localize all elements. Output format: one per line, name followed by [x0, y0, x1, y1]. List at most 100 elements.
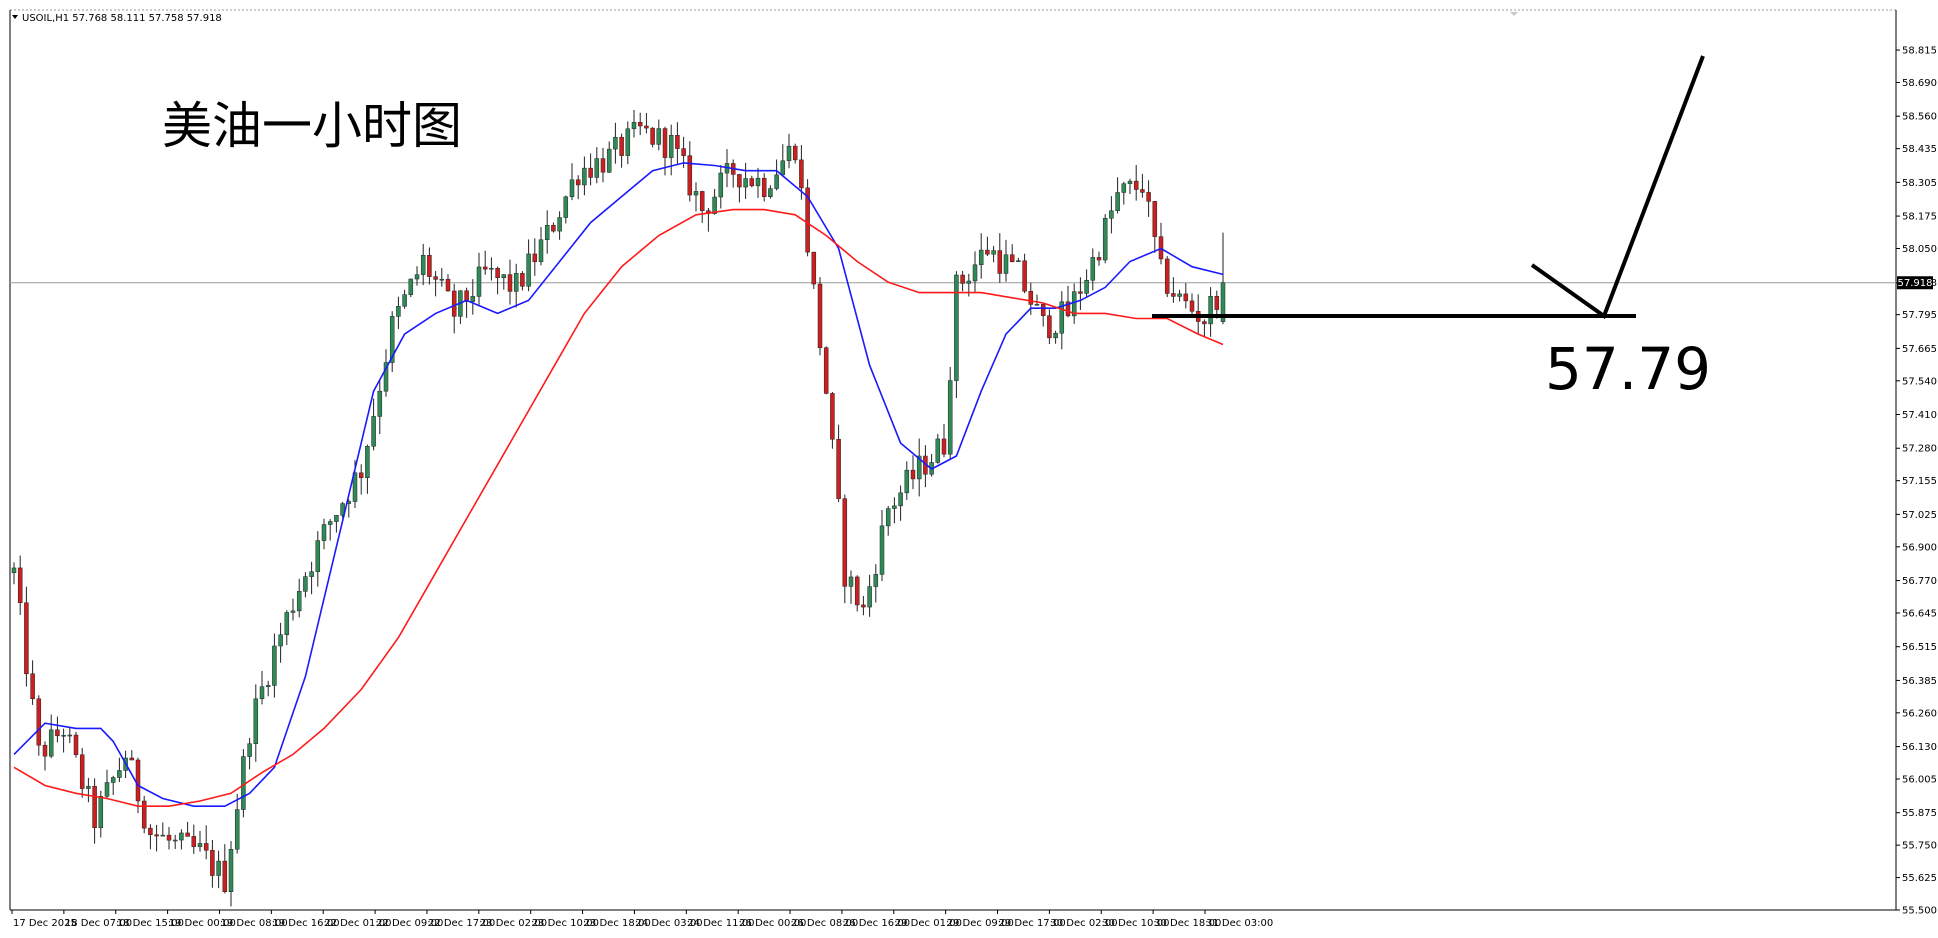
y-tick-label: 55.500: [1902, 906, 1937, 917]
candle-body: [185, 832, 190, 837]
candle-body: [55, 729, 60, 737]
candle-body: [823, 347, 829, 394]
x-tick-label: 30 Dec 10:00: [1102, 918, 1169, 929]
candle-body: [1065, 301, 1071, 317]
candle-body: [24, 602, 29, 674]
candle-body: [402, 294, 407, 307]
candle-body: [451, 290, 457, 317]
dropdown-triangle-icon[interactable]: [12, 15, 18, 19]
scroll-marker[interactable]: [1510, 12, 1518, 16]
candle-body: [916, 455, 922, 480]
candle-body: [259, 686, 265, 700]
candle-body: [712, 196, 717, 214]
candle-body: [197, 843, 203, 847]
candle-body: [637, 122, 643, 127]
candle-body: [73, 734, 79, 756]
candle-body: [501, 274, 507, 279]
candle-body: [662, 128, 668, 158]
candle-body: [606, 148, 612, 173]
y-tick-label: 57.410: [1902, 410, 1937, 421]
candle-body: [396, 306, 401, 317]
candle-body: [513, 273, 519, 292]
candle-body: [786, 145, 792, 162]
candle-body: [960, 274, 965, 284]
y-tick-label: 56.645: [1902, 608, 1937, 619]
candle-body: [861, 604, 866, 608]
candle-body: [848, 576, 854, 587]
candle-body: [743, 178, 748, 188]
y-tick-label: 57.025: [1902, 510, 1937, 521]
candle-body: [978, 249, 984, 266]
candle-body: [439, 278, 445, 281]
y-tick-label: 55.875: [1902, 808, 1937, 819]
chart-header: USOIL,H1 57.768 58.111 57.758 57.918: [12, 13, 222, 24]
x-tick-label: 19 Dec 08:00: [220, 918, 287, 929]
y-tick-label: 56.900: [1902, 542, 1937, 553]
x-tick-label: 23 Dec 10:00: [532, 918, 599, 929]
x-tick-label: 22 Dec 09:00: [376, 918, 443, 929]
candle-body: [1121, 183, 1127, 193]
x-tick-label: 23 Dec 18:00: [584, 918, 651, 929]
candle-body: [904, 469, 910, 494]
candle-body: [141, 800, 147, 829]
candle-body: [854, 576, 860, 606]
y-tick-label: 56.005: [1902, 774, 1937, 785]
candle-body: [817, 283, 823, 348]
candle-body: [1059, 301, 1065, 334]
candle-body: [873, 574, 879, 587]
candle-body: [594, 158, 600, 178]
candle-body: [625, 128, 631, 156]
candles-group: [11, 110, 1226, 907]
y-tick-label: 56.260: [1902, 708, 1937, 719]
x-tick-label: 24 Dec 11:00: [687, 918, 754, 929]
candle-body: [1028, 290, 1034, 305]
candle-body: [600, 158, 606, 173]
candle-body: [1152, 201, 1158, 237]
x-tick-label: 22 Dec 01:00: [324, 918, 391, 929]
candle-body: [42, 744, 48, 757]
candle-body: [1040, 304, 1046, 316]
candle-body: [588, 167, 593, 178]
candle-body: [1220, 282, 1226, 322]
candle-body: [892, 505, 897, 509]
candle-body: [520, 273, 525, 287]
candle-body: [935, 438, 941, 463]
shift-marker-icon[interactable]: [1510, 12, 1518, 16]
candle-body: [253, 698, 259, 744]
candle-body: [495, 267, 500, 279]
candle-body: [234, 809, 240, 850]
x-tick-label: 29 Dec 17:00: [999, 918, 1066, 929]
x-tick-label: 29 Dec 01:00: [895, 918, 962, 929]
candle-body: [631, 122, 637, 130]
candle-body: [309, 571, 314, 577]
candle-body: [582, 167, 587, 186]
candle-body: [1146, 192, 1151, 202]
candle-body: [737, 174, 742, 188]
candle-body: [383, 362, 389, 392]
x-tick-label: 18 Dec 07:00: [65, 918, 132, 929]
y-tick-label: 58.435: [1902, 144, 1937, 155]
candle-body: [1133, 180, 1139, 190]
y-tick-label: 55.625: [1902, 873, 1937, 884]
candle-body: [768, 188, 773, 197]
candle-body: [954, 274, 959, 381]
candle-body: [1202, 321, 1207, 325]
candle-body: [997, 250, 1003, 274]
candle-body: [166, 834, 172, 841]
candle-body: [879, 525, 885, 575]
candle-body: [966, 280, 972, 284]
candle-body: [86, 786, 91, 789]
candle-body: [1016, 260, 1021, 262]
candle-body: [538, 239, 544, 263]
candle-body: [30, 673, 35, 700]
candle-body: [148, 827, 153, 835]
x-tick-label: 19 Dec 00:00: [169, 918, 236, 929]
candle-body: [11, 567, 17, 574]
price-tag-text: 57.918: [1898, 278, 1933, 289]
candle-body: [154, 834, 159, 837]
candle-body: [334, 515, 339, 522]
candle-body: [433, 276, 438, 280]
